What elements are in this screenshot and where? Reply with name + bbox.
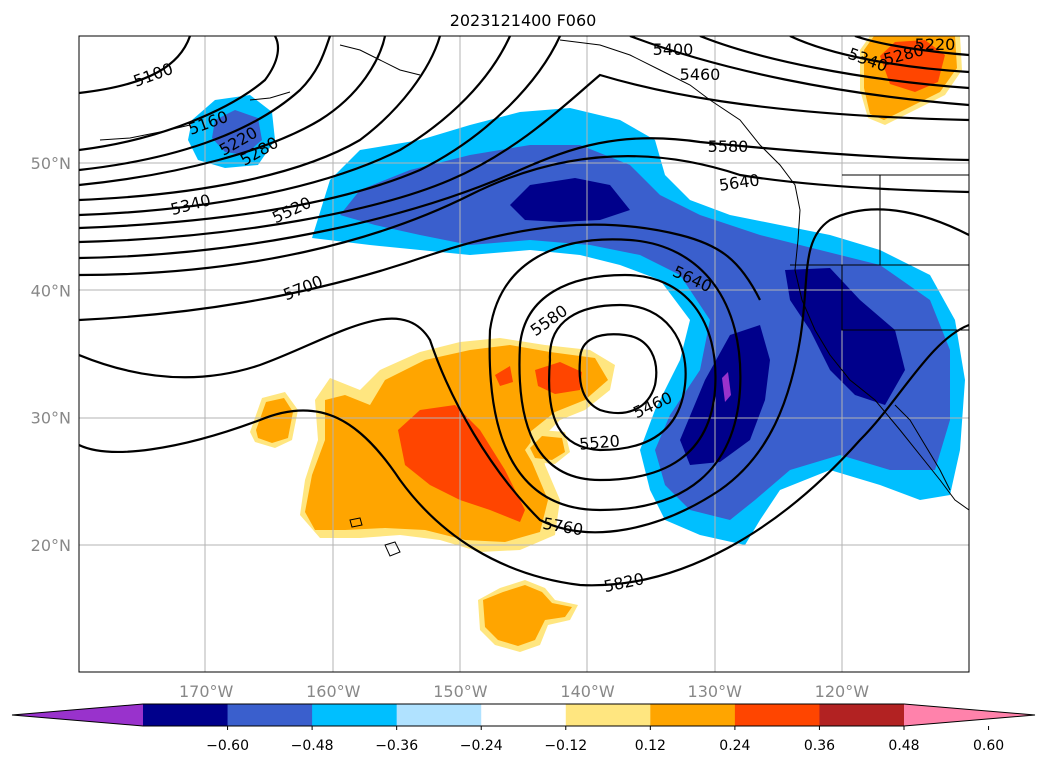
map-frame	[78, 35, 970, 673]
contour-5460-north	[79, 36, 969, 230]
blue-region-nw-mid	[212, 110, 262, 155]
colorbar-segment	[396, 704, 482, 726]
height-contours	[79, 36, 969, 587]
negative-shading	[188, 95, 965, 545]
colorbar-segment	[734, 704, 820, 726]
contour-label: 5220	[915, 35, 956, 54]
colorbar-tick-label: 0.60	[973, 738, 1004, 754]
contour-label: 5580	[708, 137, 749, 156]
colorbar-tick-label: 0.12	[635, 738, 666, 754]
colorbar-tick-label: −0.48	[291, 738, 334, 754]
contour-5820	[79, 323, 969, 587]
red-region-east	[535, 362, 582, 394]
colorbar-tick-label: −0.60	[206, 738, 249, 754]
graticule	[79, 36, 969, 672]
longitude-tick-label: 160°W	[306, 682, 361, 701]
colorbar-tick-label: 0.24	[719, 738, 750, 754]
map-title: 2023121400 F060	[450, 11, 597, 30]
colorbar	[11, 703, 1036, 727]
colorbar-segment	[481, 704, 567, 726]
map-content: 5100 5160 5220 5280 5340 5340 5400 5460 …	[79, 35, 969, 672]
longitude-tick-label: 140°W	[560, 682, 615, 701]
contour-5760	[79, 208, 969, 534]
contour-5640-north	[79, 154, 969, 277]
colorbar-over-triangle	[904, 704, 1035, 726]
colorbar-tick-label: −0.24	[460, 738, 503, 754]
orange-region-west-patch-inner	[256, 398, 293, 443]
red-region-west	[398, 405, 525, 522]
latitude-tick-label: 40°N	[31, 281, 71, 300]
contour-5160	[79, 36, 280, 152]
contour-label: 5460	[680, 65, 721, 84]
colorbar-tick-label: −0.12	[544, 738, 587, 754]
colorbar-under-triangle	[12, 704, 143, 726]
cutoff-5520	[548, 303, 687, 452]
colorbar-segment	[312, 704, 398, 726]
north-america-coast	[559, 39, 969, 511]
colorbar-segment	[819, 704, 905, 726]
colorbar-ticks: −0.60 −0.48 −0.36 −0.24 −0.12 0.12 0.24 0.36 0.4…	[206, 726, 1004, 754]
cutoff-5640	[488, 238, 742, 512]
latitude-tick-label: 50°N	[31, 154, 71, 173]
cutoff-5460	[578, 333, 658, 415]
latitude-tick-label: 20°N	[31, 536, 71, 555]
longitude-tick-label: 130°W	[688, 682, 743, 701]
purple-spot	[722, 372, 731, 402]
orange-region-small-south-inner	[530, 436, 565, 460]
state-border-4	[841, 265, 969, 331]
colorbar-segment	[143, 704, 229, 726]
longitude-labels: 170°W 160°W 150°W 140°W 130°W 120°W	[179, 682, 869, 701]
longitude-tick-label: 150°W	[433, 682, 488, 701]
colorbar-tick-label: 0.36	[804, 738, 835, 754]
orange-region-far-south-inner	[483, 585, 572, 646]
positive-shading	[250, 36, 962, 652]
latitude-labels: 50°N 40°N 30°N 20°N	[31, 154, 71, 555]
blue-region-mid	[340, 145, 950, 520]
red-region-small	[495, 366, 513, 386]
blue-region-dark-north	[510, 178, 630, 222]
contour-label: 5400	[653, 40, 694, 59]
hawaii	[349, 517, 401, 557]
contour-5220	[79, 36, 332, 172]
blue-region-dark-east	[785, 268, 905, 405]
longitude-tick-label: 120°W	[815, 682, 870, 701]
latitude-tick-label: 30°N	[31, 409, 71, 428]
contour-5340	[79, 36, 969, 202]
colorbar-segment	[650, 704, 736, 726]
colorbar-tick-label: −0.36	[375, 738, 418, 754]
contour-5580-north	[79, 137, 969, 260]
colorbar-segment	[565, 704, 651, 726]
contour-labels: 5100 5160 5220 5280 5340 5340 5400 5460 …	[131, 35, 956, 596]
contour-5280	[79, 36, 969, 187]
contour-label: 5520	[578, 431, 620, 453]
colorbar-outline	[11, 703, 1036, 727]
colorbar-segment	[227, 704, 313, 726]
contour-5400	[79, 36, 969, 217]
longitude-tick-label: 170°W	[179, 682, 234, 701]
contour-5100	[79, 36, 192, 95]
contour-5700	[79, 223, 761, 322]
cutoff-5580	[518, 273, 717, 482]
contour-5520-north	[79, 73, 969, 244]
colorbar-tick-label: 0.48	[888, 738, 919, 754]
baja-coast	[894, 404, 951, 491]
coastlines	[99, 39, 969, 557]
